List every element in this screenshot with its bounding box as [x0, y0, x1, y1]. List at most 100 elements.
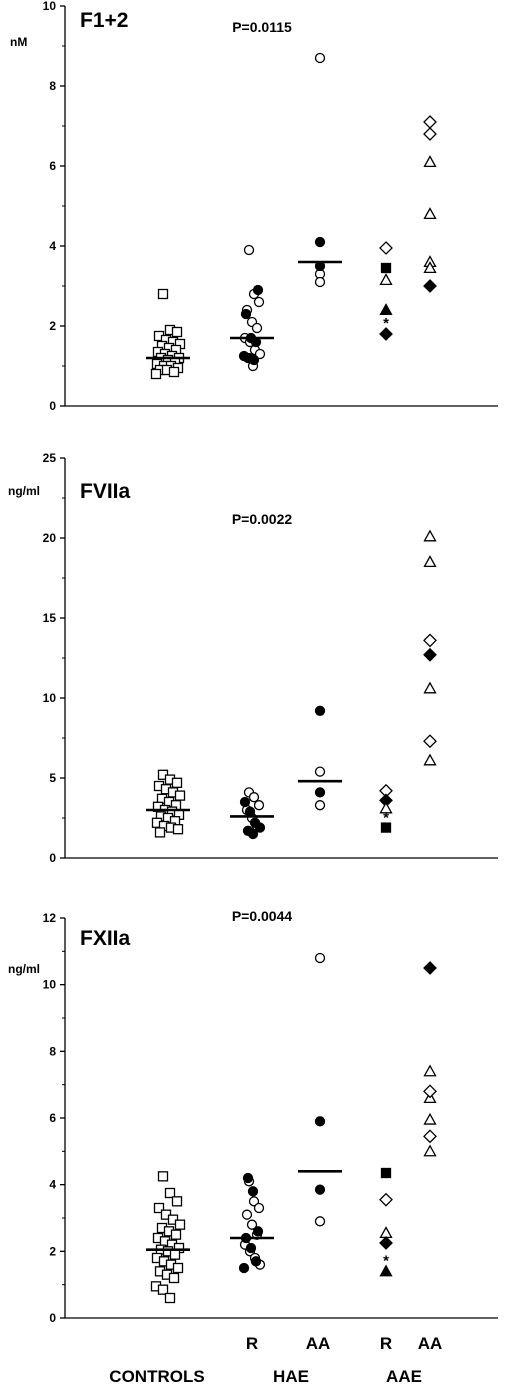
y-axis-unit-label: ng/ml — [8, 484, 40, 498]
data-point-open-diamond — [423, 633, 437, 648]
data-point-star: * — [383, 315, 389, 332]
p-value-annotation: P=0.0044 — [232, 908, 293, 924]
p-value-annotation: P=0.0115 — [232, 19, 292, 35]
panel-title: FVIIa — [80, 480, 131, 503]
data-point-open-circle — [251, 322, 263, 334]
data-point-open-diamond — [423, 115, 437, 129]
data-point-filled-square — [380, 1167, 392, 1179]
data-point-open-circle — [253, 1202, 265, 1214]
data-point-open-circle — [248, 792, 260, 803]
data-point-open-square — [171, 777, 183, 788]
data-point-filled-circle — [242, 1172, 254, 1184]
data-point-filled-square — [380, 262, 392, 274]
data-point-open-triangle — [423, 1112, 437, 1125]
data-point-open-square — [157, 1284, 169, 1295]
data-point-open-circle — [314, 52, 326, 64]
data-point-open-square — [164, 1187, 176, 1199]
y-axis-unit-label: nM — [10, 35, 27, 49]
data-point-open-square — [169, 1249, 181, 1260]
data-point-open-circle — [241, 1209, 253, 1220]
data-point-filled-circle — [247, 828, 259, 840]
data-point-open-triangle — [423, 555, 437, 568]
data-point-open-circle — [253, 800, 265, 811]
data-point-open-diamond — [423, 127, 437, 141]
data-point-filled-circle — [314, 705, 326, 716]
data-point-filled-diamond — [423, 647, 437, 662]
data-point-open-circle — [254, 348, 266, 360]
data-point-filled-circle — [240, 308, 252, 320]
data-point-open-circle — [243, 244, 255, 256]
panel-fviia: 0 5 10 15 20 25 ng/ml FVIIa P=0.0022 * — [8, 451, 498, 865]
data-point-filled-circle — [254, 822, 266, 833]
data-point-open-circle — [246, 1219, 258, 1230]
data-point-open-square — [168, 1272, 180, 1284]
data-point-open-diamond — [423, 734, 437, 749]
data-point-filled-triangle — [379, 303, 393, 316]
data-point-star: * — [383, 1253, 389, 1270]
data-point-filled-circle — [244, 806, 256, 817]
data-point-filled-circle — [250, 1256, 262, 1267]
data-point-filled-diamond — [423, 961, 437, 975]
data-point-filled-circle — [314, 236, 326, 248]
data-point-open-circle — [314, 276, 326, 288]
y-tick-label: 10 — [43, 691, 57, 705]
data-point-open-square — [154, 827, 166, 838]
x-subgroup-label: AA — [418, 1334, 443, 1353]
data-point-open-triangle — [423, 681, 437, 694]
x-subgroup-label: R — [246, 1334, 258, 1353]
y-tick-label: 20 — [43, 531, 57, 545]
y-tick-label: 4 — [49, 1178, 56, 1192]
data-point-open-circle — [253, 296, 265, 308]
data-point-filled-diamond — [423, 279, 437, 293]
y-tick-label: 0 — [49, 399, 56, 413]
y-tick-label: 8 — [49, 79, 56, 93]
y-tick-label: 6 — [49, 1111, 56, 1125]
x-group-label: AAE — [386, 1367, 422, 1386]
x-subgroup-label: AA — [306, 1334, 331, 1353]
data-point-filled-circle — [247, 1186, 259, 1197]
data-point-open-square — [170, 1229, 182, 1240]
panel-f1-2: 0 2 4 6 8 10 nM F1+2 P=0.0115 * — [10, 0, 498, 413]
data-point-open-triangle — [423, 753, 437, 766]
y-axis-unit-label: ng/ml — [8, 962, 40, 976]
data-point-filled-square — [380, 822, 392, 833]
panel-title: F1+2 — [80, 9, 128, 32]
y-tick-label: 2 — [49, 1244, 56, 1258]
data-point-open-triangle — [423, 261, 437, 274]
y-tick-label: 12 — [43, 911, 57, 925]
data-point-open-square — [153, 1202, 165, 1214]
data-point-open-diamond — [423, 1129, 437, 1144]
x-group-label: CONTROLS — [109, 1367, 204, 1386]
y-tick-label: 0 — [49, 1311, 56, 1325]
panel-title: FXIIa — [80, 927, 131, 950]
data-point-open-square — [168, 366, 180, 378]
data-point-open-triangle — [379, 1226, 393, 1239]
data-point-open-square — [171, 1196, 183, 1207]
y-tick-label: 10 — [43, 978, 57, 992]
data-point-filled-circle — [314, 1184, 326, 1195]
panel-fxiia: 0 2 4 6 8 10 12 ng/ml FXIIa P=0.0044 * — [8, 908, 498, 1325]
data-point-open-square — [157, 1171, 169, 1182]
data-point-filled-circle — [239, 796, 251, 808]
data-point-open-square — [164, 1292, 176, 1304]
data-point-open-triangle — [379, 801, 393, 814]
x-group-label: HAE — [273, 1367, 309, 1386]
data-point-open-square — [174, 790, 186, 801]
data-point-open-circle — [314, 766, 326, 777]
y-tick-label: 6 — [49, 159, 56, 173]
data-point-filled-circle — [314, 787, 326, 798]
data-point-open-square — [171, 326, 183, 338]
data-point-open-diamond — [423, 1084, 437, 1099]
y-tick-label: 10 — [43, 0, 57, 13]
data-point-open-circle — [314, 1216, 326, 1227]
data-point-open-triangle — [423, 207, 437, 220]
data-point-open-circle — [314, 952, 326, 964]
data-point-filled-circle — [252, 284, 264, 296]
data-point-filled-diamond — [379, 327, 393, 341]
data-point-open-triangle — [423, 155, 437, 168]
data-point-open-square — [172, 1262, 184, 1274]
data-point-open-square — [174, 1219, 186, 1230]
data-point-open-triangle — [423, 1144, 437, 1157]
data-point-open-square — [150, 368, 162, 380]
data-point-filled-circle — [245, 1242, 257, 1254]
